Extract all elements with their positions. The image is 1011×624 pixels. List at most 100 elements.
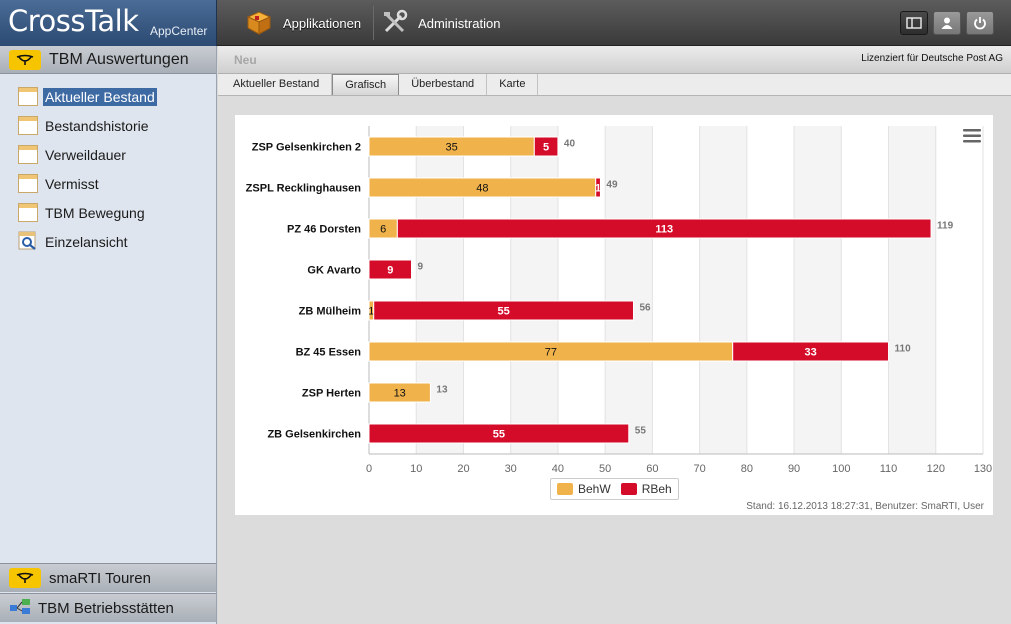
sidebar-section-smarti-touren[interactable]: smaRTI Touren [0, 563, 216, 592]
sidebar-bottom-label: TBM Betriebsstätten [38, 599, 174, 617]
tab-grafisch[interactable]: Grafisch [332, 74, 400, 95]
sidebar-item-label: Bestandshistorie [45, 117, 149, 134]
category-label: PZ 46 Dorsten [287, 224, 361, 236]
legend-label: BehW [578, 482, 611, 496]
sidebar-section-tbm-auswertungen[interactable]: TBM Auswertungen [0, 46, 216, 74]
x-tick-label: 20 [457, 463, 469, 475]
nav-administration-label: Administration [418, 15, 501, 31]
license-text: Lizenziert für Deutsche Post AG [861, 53, 1003, 64]
bar-value-label: 13 [394, 388, 406, 400]
bar-segment [373, 300, 634, 321]
window-buttons [900, 11, 994, 35]
post-horn-icon [9, 49, 41, 70]
bar-value-label: 35 [446, 142, 458, 154]
category-label: ZSP Herten [302, 388, 361, 400]
sidebar-item-label: Verweildauer [45, 146, 126, 163]
user-icon [941, 17, 953, 29]
x-tick-label: 110 [880, 463, 898, 475]
document-icon [18, 174, 38, 193]
power-button[interactable] [966, 11, 994, 35]
tools-icon [382, 9, 408, 38]
bar-value-label: 55 [497, 306, 509, 318]
bar-segment [396, 218, 932, 239]
bar-segment [533, 136, 559, 157]
main-content: Neu Lizenziert für Deutsche Post AG Aktu… [218, 46, 1011, 624]
grid-band [699, 126, 747, 454]
legend-item-rbeh[interactable]: RBeh [620, 482, 672, 496]
chart-panel: 0 10 20 30 40 50 60 70 80 90 100 110 120 130 ZSP Gelse… [235, 115, 993, 515]
tab-bar: Aktueller Bestand Grafisch Überbestand K… [218, 74, 1011, 96]
nav-administration[interactable]: Administration [374, 0, 512, 46]
category-label: BZ 45 Essen [296, 347, 362, 359]
legend-swatch [557, 483, 573, 495]
sidebar-item-tbm-bewegung[interactable]: TBM Bewegung [0, 198, 216, 227]
sidebar-list: Aktueller Bestand Bestandshistorie Verwe… [0, 74, 216, 256]
nav-applications[interactable]: Applikationen [237, 0, 373, 46]
x-tick-label: 80 [741, 463, 753, 475]
post-horn-icon [9, 568, 41, 588]
category-label: ZSPL Recklinghausen [246, 183, 362, 195]
x-tick-label: 0 [366, 463, 372, 475]
bar-total-label: 55 [635, 426, 647, 437]
sidebar-item-einzelansicht[interactable]: Einzelansicht [0, 227, 216, 256]
bar-total-label: 9 [418, 262, 424, 273]
bar-value-label: 5 [543, 142, 549, 154]
x-tick-label: 60 [646, 463, 658, 475]
x-tick-label: 120 [927, 463, 945, 475]
bar-total-label: 110 [895, 344, 912, 355]
sidebar-item-vermisst[interactable]: Vermisst [0, 169, 216, 198]
bar-segment [595, 177, 601, 198]
sub-toolbar: Neu Lizenziert für Deutsche Post AG [218, 46, 1011, 74]
tab-aktueller-bestand[interactable]: Aktueller Bestand [221, 74, 333, 95]
sidebar-item-label: Vermisst [45, 175, 99, 192]
x-tick-label: 50 [599, 463, 611, 475]
tab-ueberbestand[interactable]: Überbestand [399, 74, 488, 95]
bar-segment [368, 423, 630, 444]
grid-band [416, 126, 464, 454]
document-icon [18, 203, 38, 222]
x-tick-label: 40 [552, 463, 564, 475]
nav-applications-label: Applikationen [283, 15, 362, 31]
x-tick-label: 130 [974, 463, 992, 475]
sidebar: TBM Auswertungen Aktueller Bestand Besta… [0, 46, 217, 624]
user-button[interactable] [933, 11, 961, 35]
top-bar: CrossTalk AppCenter Applikationen [0, 0, 1011, 46]
document-icon [18, 145, 38, 164]
bar-total-label: 40 [564, 139, 576, 150]
sidebar-item-verweildauer[interactable]: Verweildauer [0, 140, 216, 169]
sidebar-item-label: Aktueller Bestand [43, 87, 157, 106]
x-tick-label: 90 [788, 463, 800, 475]
document-icon [18, 87, 38, 106]
grid-band [605, 126, 653, 454]
x-tick-label: 100 [832, 463, 850, 475]
bar-value-label: 6 [380, 224, 386, 236]
tab-karte[interactable]: Karte [487, 74, 539, 95]
legend-label: RBeh [641, 482, 672, 496]
bar-segment [368, 259, 413, 280]
legend-item-behw[interactable]: BehW [557, 482, 611, 496]
sidebar-toggle-button[interactable] [900, 11, 928, 35]
category-label: ZSP Gelsenkirchen 2 [252, 142, 361, 154]
grid-band [794, 126, 842, 454]
chart-legend: BehW RBeh [550, 478, 679, 500]
bar-value-label: 55 [493, 429, 505, 441]
app-subtitle: AppCenter [150, 24, 208, 38]
category-label: GK Avarto [307, 265, 361, 277]
nav-separator [373, 6, 375, 40]
sidebar-item-aktueller-bestand[interactable]: Aktueller Bestand [0, 82, 216, 111]
category-label: ZB Mülheim [299, 306, 362, 318]
chart-menu-icon[interactable] [963, 129, 981, 143]
legend-swatch [620, 483, 637, 495]
document-icon [18, 116, 38, 135]
new-button[interactable]: Neu [234, 53, 257, 67]
bar-value-label: 113 [655, 224, 673, 236]
app-title: CrossTalk [8, 4, 139, 38]
top-nav: Applikationen Administration [237, 0, 512, 46]
stacked-bar-chart: 0 10 20 30 40 50 60 70 80 90 100 110 120 130 ZSP Gelse… [246, 126, 992, 475]
sidebar-section-tbm-betriebsstaetten[interactable]: TBM Betriebsstätten [0, 593, 216, 622]
bar-value-label: 9 [387, 265, 393, 277]
bar-value-label: 77 [545, 347, 557, 359]
grid-band [888, 126, 936, 454]
sidebar-item-bestandshistorie[interactable]: Bestandshistorie [0, 111, 216, 140]
sidebar-header-label: TBM Auswertungen [49, 50, 189, 68]
